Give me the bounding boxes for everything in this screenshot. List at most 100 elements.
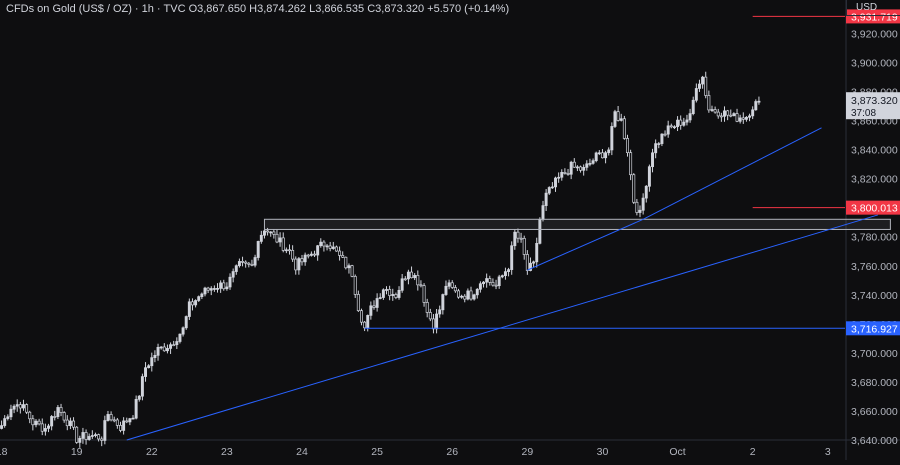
candle-body[interactable] bbox=[748, 115, 752, 118]
candle-body[interactable] bbox=[84, 432, 88, 440]
candle-body[interactable] bbox=[381, 289, 385, 298]
candle-body[interactable] bbox=[119, 425, 122, 431]
candle-body[interactable] bbox=[250, 263, 254, 266]
candle-body[interactable] bbox=[485, 278, 489, 283]
candle-body[interactable] bbox=[6, 416, 10, 419]
candle-body[interactable] bbox=[122, 420, 126, 431]
candle-body[interactable] bbox=[181, 327, 185, 335]
candle-body[interactable] bbox=[87, 436, 91, 440]
candle-body[interactable] bbox=[554, 177, 557, 188]
candle-body[interactable] bbox=[341, 255, 345, 258]
candle-body[interactable] bbox=[600, 152, 604, 159]
candle-body[interactable] bbox=[453, 287, 457, 292]
candle-body[interactable] bbox=[37, 420, 41, 425]
candle-body[interactable] bbox=[187, 301, 191, 317]
candle-body[interactable] bbox=[447, 282, 451, 287]
trendline[interactable] bbox=[527, 218, 644, 271]
candle-body[interactable] bbox=[729, 114, 733, 117]
candle-body[interactable] bbox=[178, 333, 182, 342]
candle-body[interactable] bbox=[691, 99, 695, 114]
candle-body[interactable] bbox=[378, 297, 382, 299]
symbol-name[interactable]: CFDs on Gold (US$ / OZ) bbox=[6, 3, 132, 15]
candle-body[interactable] bbox=[672, 126, 676, 129]
candle-body[interactable] bbox=[697, 83, 701, 89]
candle-body[interactable] bbox=[516, 231, 520, 239]
candle-body[interactable] bbox=[297, 258, 301, 271]
candle-body[interactable] bbox=[475, 288, 479, 296]
candle-body[interactable] bbox=[694, 88, 698, 101]
candle-body[interactable] bbox=[306, 254, 310, 257]
candle-body[interactable] bbox=[172, 344, 176, 347]
candle-body[interactable] bbox=[112, 419, 116, 422]
candle-body[interactable] bbox=[394, 294, 398, 298]
candle-body[interactable] bbox=[472, 294, 476, 300]
candle-body[interactable] bbox=[372, 305, 376, 308]
candle-body[interactable] bbox=[237, 261, 241, 267]
candle-body[interactable] bbox=[388, 289, 392, 296]
candle-body[interactable] bbox=[500, 275, 504, 278]
candle-body[interactable] bbox=[269, 231, 273, 234]
candle-body[interactable] bbox=[356, 294, 360, 312]
candle-body[interactable] bbox=[144, 367, 148, 377]
candle-body[interactable] bbox=[0, 425, 4, 429]
candle-body[interactable] bbox=[194, 300, 198, 306]
candle-body[interactable] bbox=[438, 309, 442, 315]
candle-body[interactable] bbox=[610, 126, 614, 151]
candle-body[interactable] bbox=[147, 365, 151, 369]
candle-body[interactable] bbox=[688, 113, 692, 121]
candle-body[interactable] bbox=[150, 357, 154, 367]
candle-body[interactable] bbox=[228, 276, 232, 288]
candle-body[interactable] bbox=[660, 133, 664, 144]
candle-body[interactable] bbox=[616, 111, 620, 121]
candle-body[interactable] bbox=[751, 109, 755, 117]
candle-body[interactable] bbox=[503, 271, 507, 276]
candle-body[interactable] bbox=[406, 271, 410, 280]
candle-body[interactable] bbox=[582, 167, 586, 171]
candle-body[interactable] bbox=[219, 282, 223, 289]
candle-body[interactable] bbox=[100, 438, 104, 441]
candle-body[interactable] bbox=[31, 418, 35, 426]
candle-body[interactable] bbox=[519, 237, 523, 240]
candle-body[interactable] bbox=[253, 257, 257, 266]
candle-body[interactable] bbox=[416, 275, 420, 286]
candle-body[interactable] bbox=[338, 250, 342, 256]
candle-body[interactable] bbox=[507, 269, 511, 272]
candle-body[interactable] bbox=[175, 341, 179, 346]
candle-body[interactable] bbox=[754, 101, 758, 111]
candle-body[interactable] bbox=[638, 209, 642, 213]
candle-body[interactable] bbox=[544, 192, 548, 206]
candle-body[interactable] bbox=[704, 76, 708, 96]
candle-body[interactable] bbox=[391, 294, 395, 296]
candle-body[interactable] bbox=[328, 245, 332, 249]
currency-label[interactable]: USD bbox=[846, 0, 900, 16]
candle-body[interactable] bbox=[591, 160, 595, 164]
candle-body[interactable] bbox=[53, 416, 57, 418]
candle-body[interactable] bbox=[165, 348, 169, 352]
candle-body[interactable] bbox=[28, 411, 32, 420]
candle-body[interactable] bbox=[597, 152, 601, 155]
candle-body[interactable] bbox=[491, 281, 495, 286]
candle-body[interactable] bbox=[469, 290, 473, 300]
candle-body[interactable] bbox=[375, 298, 379, 308]
candle-body[interactable] bbox=[457, 290, 460, 298]
candle-body[interactable] bbox=[43, 428, 47, 432]
candle-body[interactable] bbox=[353, 276, 357, 295]
candle-body[interactable] bbox=[726, 110, 730, 116]
candle-body[interactable] bbox=[222, 282, 226, 290]
candle-body[interactable] bbox=[547, 187, 551, 194]
candle-body[interactable] bbox=[460, 295, 464, 298]
candle-body[interactable] bbox=[234, 265, 238, 272]
candle-body[interactable] bbox=[284, 249, 288, 252]
candle-body[interactable] bbox=[225, 286, 229, 290]
candle-body[interactable] bbox=[47, 425, 50, 429]
candle-body[interactable] bbox=[713, 109, 717, 113]
candle-body[interactable] bbox=[366, 315, 370, 329]
candle-body[interactable] bbox=[93, 434, 97, 436]
candle-body[interactable] bbox=[322, 241, 326, 247]
candle-body[interactable] bbox=[641, 197, 645, 211]
candle-body[interactable] bbox=[62, 412, 66, 421]
candle-body[interactable] bbox=[701, 76, 705, 85]
candle-body[interactable] bbox=[75, 426, 79, 443]
candle-body[interactable] bbox=[200, 293, 204, 298]
candle-body[interactable] bbox=[3, 418, 7, 426]
